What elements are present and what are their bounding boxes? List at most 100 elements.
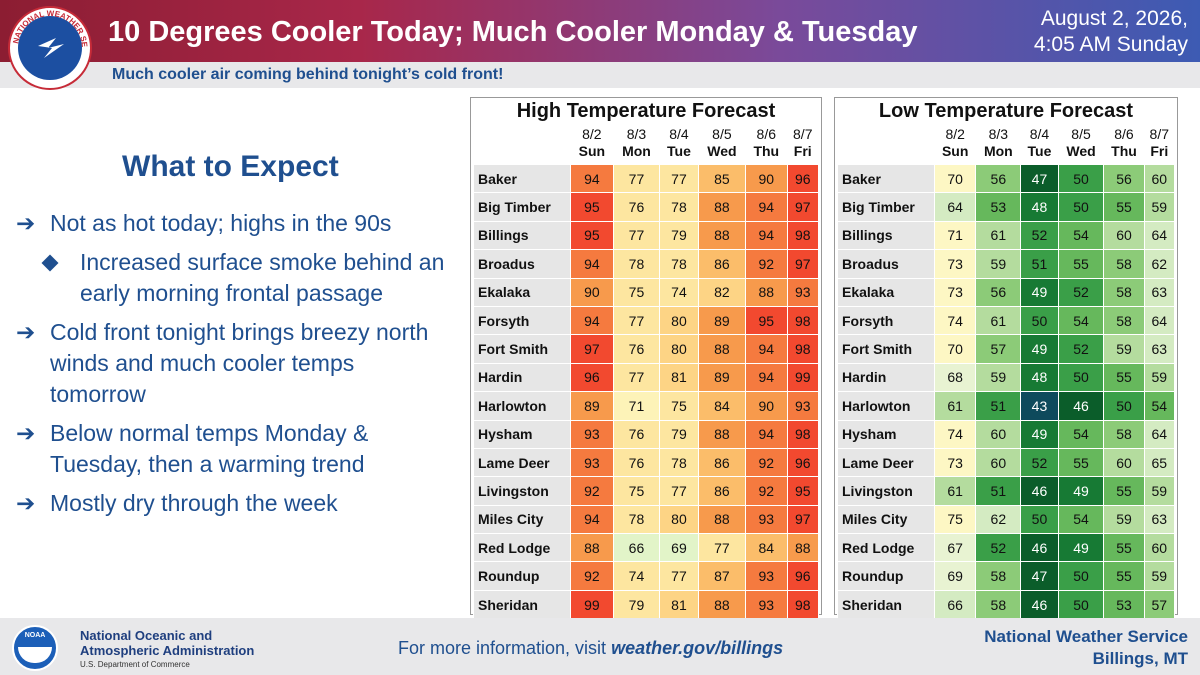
city-name-cell: Billings xyxy=(837,220,935,251)
city-name-cell: Big Timber xyxy=(837,192,935,222)
header-blank-cell xyxy=(473,122,571,165)
temp-value-cell: 59 xyxy=(1143,362,1176,393)
city-name-cell: Hardin xyxy=(837,362,935,393)
temp-value-cell: 98 xyxy=(786,419,819,449)
table-row: Sheridan 66 58 46 50 53 57 xyxy=(837,589,1176,620)
more-info-text: For more information, visit weather.gov/… xyxy=(398,638,783,659)
noaa-name: National Oceanic and Atmospheric Adminis… xyxy=(80,628,254,658)
temp-value-cell: 59 xyxy=(1143,476,1176,506)
temp-value-cell: 70 xyxy=(933,163,977,194)
temp-value-cell: 69 xyxy=(933,561,977,591)
temp-value-cell: 90 xyxy=(745,391,788,421)
temp-value-cell: 54 xyxy=(1143,391,1176,421)
temp-value-cell: 49 xyxy=(1057,533,1105,563)
day-name-label: Fri xyxy=(1150,143,1169,159)
temp-value-cell: 59 xyxy=(1143,561,1176,591)
temp-value-cell: 79 xyxy=(659,419,699,449)
temp-value-cell: 80 xyxy=(659,305,699,336)
temp-value-cell: 95 xyxy=(570,220,614,251)
day-name-label: Tue xyxy=(667,143,691,159)
table-row: Hysham 93 76 79 88 94 98 xyxy=(473,419,819,449)
temp-value-cell: 94 xyxy=(745,362,788,393)
city-name-cell: Livingston xyxy=(837,476,935,506)
temp-value-cell: 80 xyxy=(659,334,699,364)
day-header-cell: 8/4 Tue xyxy=(659,122,699,165)
table-row: Broadus 73 59 51 55 58 62 xyxy=(837,249,1176,279)
city-name-cell: Baker xyxy=(837,163,935,194)
temp-value-cell: 75 xyxy=(659,391,699,421)
temp-value-cell: 73 xyxy=(933,277,977,307)
temp-value-cell: 69 xyxy=(659,533,699,563)
temp-value-cell: 86 xyxy=(697,447,747,478)
temp-value-cell: 50 xyxy=(1057,561,1105,591)
table-row: Lame Deer 73 60 52 55 60 65 xyxy=(837,447,1176,478)
temp-value-cell: 85 xyxy=(697,163,747,194)
table-row: Forsyth 74 61 50 54 58 64 xyxy=(837,305,1176,336)
temp-value-cell: 75 xyxy=(612,476,661,506)
table-row: Harlowton 89 71 75 84 90 93 xyxy=(473,391,819,421)
day-date-label: 8/2 xyxy=(582,126,602,142)
temp-value-cell: 89 xyxy=(697,362,747,393)
temp-value-cell: 50 xyxy=(1103,391,1145,421)
day-name-label: Thu xyxy=(753,143,780,159)
city-name-cell: Harlowton xyxy=(837,391,935,421)
high-temp-table: 8/2 Sun 8/3 Mon 8/4 Tue 8/5 Wed 8/6 Thu 8/7 Fri Bake… xyxy=(473,122,819,620)
more-info-link[interactable]: weather.gov/billings xyxy=(611,638,784,658)
temp-value-cell: 88 xyxy=(786,533,819,563)
temp-value-cell: 70 xyxy=(933,334,977,364)
day-date-label: 8/7 xyxy=(1149,126,1169,142)
temp-value-cell: 52 xyxy=(1020,220,1059,251)
temp-value-cell: 55 xyxy=(1057,249,1105,279)
temp-value-cell: 77 xyxy=(612,163,661,194)
table-row: Baker 94 77 77 85 90 96 xyxy=(473,163,819,194)
diamond-icon xyxy=(41,254,59,272)
temp-value-cell: 92 xyxy=(745,249,788,279)
table-row: Sheridan 99 79 81 88 93 98 xyxy=(473,589,819,620)
city-name-cell: Roundup xyxy=(837,561,935,591)
temp-value-cell: 93 xyxy=(745,504,788,535)
temp-value-cell: 58 xyxy=(975,589,1022,620)
day-header-cell: 8/6 Thu xyxy=(1103,122,1145,165)
day-header-cell: 8/5 Wed xyxy=(698,122,746,165)
city-name-cell: Hysham xyxy=(837,419,935,449)
temp-value-cell: 58 xyxy=(1103,277,1145,307)
temp-value-cell: 94 xyxy=(570,249,614,279)
temp-value-cell: 55 xyxy=(1103,561,1145,591)
noaa-name-line1: National Oceanic and xyxy=(80,628,213,643)
temp-value-cell: 86 xyxy=(697,249,747,279)
temp-value-cell: 71 xyxy=(612,391,661,421)
temp-value-cell: 84 xyxy=(697,391,747,421)
temp-value-cell: 61 xyxy=(933,476,977,506)
table-row: Fort Smith 70 57 49 52 59 63 xyxy=(837,334,1176,364)
day-name-label: Sun xyxy=(578,143,606,159)
temp-value-cell: 55 xyxy=(1103,192,1145,222)
table-row: Red Lodge 88 66 69 77 84 88 xyxy=(473,533,819,563)
temp-value-cell: 50 xyxy=(1057,589,1105,620)
temp-value-cell: 60 xyxy=(975,447,1022,478)
temp-value-cell: 58 xyxy=(1103,305,1145,336)
temp-value-cell: 77 xyxy=(697,533,747,563)
temp-value-cell: 89 xyxy=(570,391,614,421)
temp-value-cell: 57 xyxy=(975,334,1022,364)
arrow-icon: ➔ xyxy=(16,420,36,446)
temp-value-cell: 50 xyxy=(1020,504,1059,535)
bullet-text: Below normal temps Monday & Tuesday, the… xyxy=(50,420,369,477)
table-row: Harlowton 61 51 43 46 50 54 xyxy=(837,391,1176,421)
city-name-cell: Miles City xyxy=(837,504,935,535)
day-name-label: Wed xyxy=(1066,143,1096,159)
city-name-cell: Lame Deer xyxy=(473,447,571,478)
day-date-label: 8/6 xyxy=(1114,126,1134,142)
temp-value-cell: 64 xyxy=(1143,419,1176,449)
temp-value-cell: 46 xyxy=(1020,476,1059,506)
temp-value-cell: 50 xyxy=(1057,362,1105,393)
low-temp-table: 8/2 Sun 8/3 Mon 8/4 Tue 8/5 Wed 8/6 Thu 8/7 Fri Bake… xyxy=(837,122,1176,620)
temp-value-cell: 53 xyxy=(1103,589,1145,620)
temp-value-cell: 88 xyxy=(697,504,747,535)
temp-value-cell: 50 xyxy=(1057,192,1105,222)
temp-value-cell: 49 xyxy=(1020,419,1059,449)
temp-value-cell: 88 xyxy=(745,277,788,307)
temp-value-cell: 65 xyxy=(1143,447,1176,478)
temp-value-cell: 76 xyxy=(612,419,661,449)
page-title: 10 Degrees Cooler Today; Much Cooler Mon… xyxy=(108,16,918,48)
bullet-item: ➔ Mostly dry through the week xyxy=(16,488,456,519)
